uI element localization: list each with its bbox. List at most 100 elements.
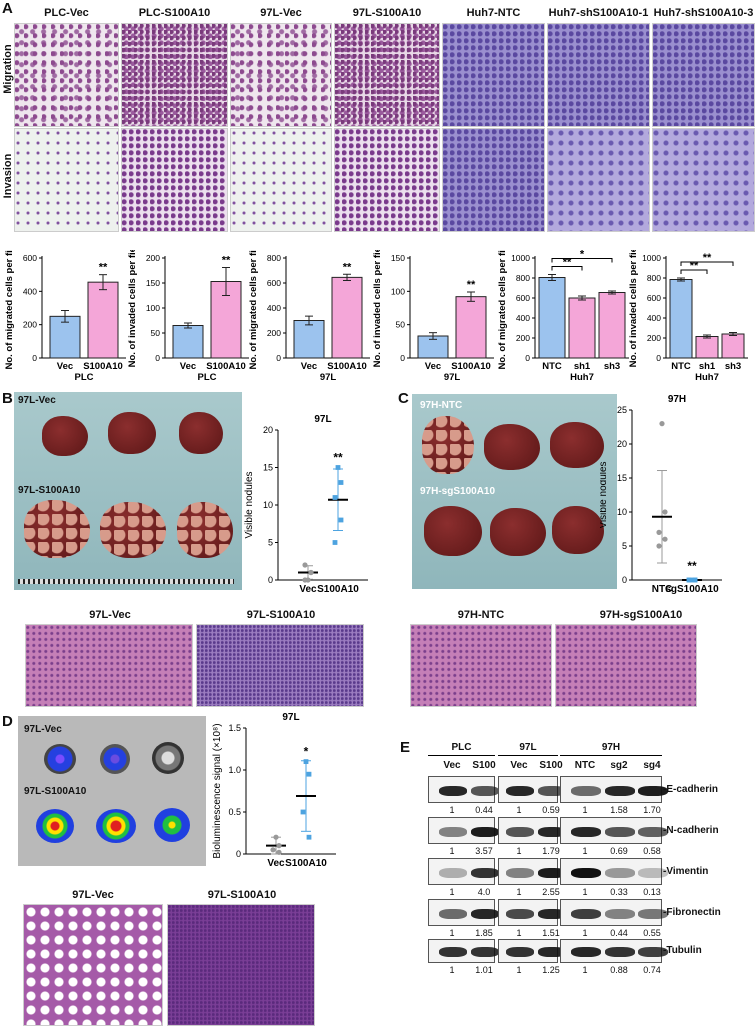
densitometry-value: 0.88 xyxy=(610,965,628,975)
y-tick-label: 5 xyxy=(268,538,273,548)
y-tick-label: 20 xyxy=(263,425,273,435)
blot-band xyxy=(471,908,499,919)
blot-band xyxy=(506,785,534,796)
blot-band xyxy=(506,908,534,919)
blot-strip xyxy=(428,939,499,963)
lung-signal xyxy=(152,742,184,774)
he-label-97h-sgs100a10: 97H-sgS100A10 xyxy=(599,609,683,621)
y-tick-label: 0.5 xyxy=(228,807,241,817)
protein-label: -Tubulin xyxy=(663,945,702,956)
bar xyxy=(721,333,745,359)
panel-label-e: E xyxy=(400,739,411,756)
y-tick-label: 100 xyxy=(146,303,160,313)
densitometry-value: 0.44 xyxy=(475,805,493,815)
densitometry-value: 1 xyxy=(582,887,588,897)
bar xyxy=(598,292,626,359)
y-tick-label: 15 xyxy=(263,463,273,473)
blot-band xyxy=(538,867,566,878)
x-tick-label: sh1 xyxy=(699,361,716,372)
row-label-migration: Migration xyxy=(2,44,14,94)
blot-band xyxy=(571,867,601,878)
densitometry-value: 1 xyxy=(582,965,588,975)
significance-label: ** xyxy=(222,255,231,267)
group-underline xyxy=(560,755,662,756)
blot-group-label: 97L xyxy=(519,742,537,753)
densitometry-value: 0.69 xyxy=(610,846,628,856)
data-point xyxy=(276,843,282,849)
blot-band xyxy=(506,867,534,878)
blot-band xyxy=(538,908,566,919)
densitometry-value: 1 xyxy=(516,965,522,975)
data-point xyxy=(686,577,692,583)
liver-image xyxy=(42,416,88,456)
x-tick-label: sgS100A10 xyxy=(665,584,719,595)
y-tick-label: 400 xyxy=(267,303,281,313)
y-tick-label: 150 xyxy=(146,278,160,288)
x-group-label: 97L xyxy=(320,372,337,383)
data-point xyxy=(300,809,306,815)
invasion-image xyxy=(652,128,755,232)
densitometry-value: 1 xyxy=(516,928,522,938)
bli-label-97l-vec: 97L-Vec xyxy=(24,724,62,735)
y-tick-label: 1.5 xyxy=(228,723,241,733)
bar xyxy=(568,297,596,359)
y-tick-label: 200 xyxy=(146,253,160,263)
densitometry-value: 4.0 xyxy=(477,887,491,897)
significance-bracket xyxy=(680,261,734,266)
densitometry-value: 1.51 xyxy=(542,928,560,938)
lung-signal xyxy=(36,809,74,843)
lane-label: S100 xyxy=(472,760,496,771)
y-tick-label: 400 xyxy=(23,286,37,296)
migration-image xyxy=(14,23,119,127)
densitometry-value: 0.33 xyxy=(610,887,628,897)
blot-band xyxy=(538,947,566,957)
significance-bracket xyxy=(551,266,583,271)
blot-band xyxy=(439,867,467,878)
data-point xyxy=(302,577,308,583)
densitometry-value: 1 xyxy=(582,846,588,856)
bar-chart-3: No. of migrated cells per field 0 200 400 60… xyxy=(248,250,370,383)
chart-title: 97L xyxy=(314,414,331,425)
blot-band xyxy=(605,947,635,957)
blot-band xyxy=(638,785,668,796)
significance-label: ** xyxy=(467,279,476,291)
liver-image xyxy=(552,506,604,554)
blot-strip xyxy=(560,817,668,844)
bar xyxy=(331,276,363,359)
blot-band xyxy=(638,826,668,837)
x-group-label: Huh7 xyxy=(695,372,719,383)
significance-label: ** xyxy=(687,559,697,573)
densitometry-value: 0.13 xyxy=(643,887,661,897)
data-point xyxy=(308,569,314,576)
y-tick-label: 100 xyxy=(391,286,405,296)
blot-strip xyxy=(498,858,566,885)
y-tick-label: 50 xyxy=(396,320,406,330)
blot-band xyxy=(638,867,668,878)
x-tick-label: Vec xyxy=(301,361,317,372)
blot-band xyxy=(471,785,499,796)
lane-label: sg4 xyxy=(643,760,661,771)
y-axis-label: No. of migrated cells per field xyxy=(248,250,259,370)
blot-band xyxy=(571,826,601,837)
migration-image xyxy=(121,23,228,127)
blot-band xyxy=(605,908,635,919)
data-point xyxy=(689,577,695,583)
y-tick-label: 200 xyxy=(516,333,530,343)
blot-band xyxy=(571,947,601,957)
he-image-97h-sgs100a10 xyxy=(555,624,697,707)
x-group-label: Huh7 xyxy=(570,372,594,383)
he-image-97l-vec xyxy=(25,624,193,707)
y-tick-label: 1.0 xyxy=(228,765,241,775)
data-point xyxy=(332,540,338,545)
blot-strip xyxy=(428,899,499,926)
data-point xyxy=(306,771,312,777)
panel-c-scatter-chart: 97H Visible nodules 0 5 10 15 20 25 NTCsgS100A10… xyxy=(600,394,722,595)
tumor-liver-image xyxy=(422,416,474,474)
he-label-97l-s100a10: 97L-S100A10 xyxy=(246,609,316,621)
tumor-liver-image xyxy=(177,502,233,558)
y-tick-label: 20 xyxy=(617,439,627,449)
bar xyxy=(669,279,693,359)
data-point xyxy=(656,543,662,549)
y-tick-label: 0 xyxy=(525,353,530,363)
data-point xyxy=(662,509,668,515)
